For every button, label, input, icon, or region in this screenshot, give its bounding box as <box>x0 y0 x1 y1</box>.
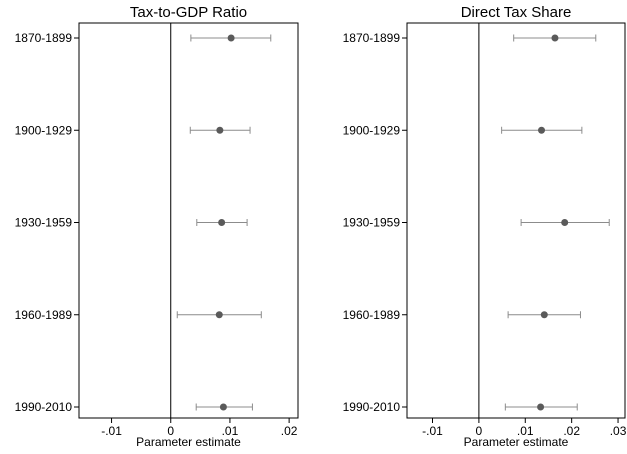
plot-frame <box>79 23 298 418</box>
estimate-point <box>538 127 545 134</box>
estimate-point <box>541 311 548 318</box>
x-tick-label: -.01 <box>101 424 122 438</box>
category-label: 1870-1899 <box>15 31 73 45</box>
x-tick-label: -.01 <box>422 424 443 438</box>
plot-frame <box>407 23 625 418</box>
category-label: 1990-2010 <box>343 400 401 414</box>
panel-title: Direct Tax Share <box>461 4 572 21</box>
category-label: 1900-1929 <box>15 123 73 137</box>
estimate-point <box>220 404 227 411</box>
estimate-point <box>216 127 223 134</box>
estimate-point <box>551 35 558 42</box>
category-label: 1930-1959 <box>343 216 401 230</box>
category-label: 1870-1899 <box>343 31 401 45</box>
x-axis-title: Parameter estimate <box>136 435 241 449</box>
category-label: 1930-1959 <box>15 216 73 230</box>
estimate-point <box>537 404 544 411</box>
category-label: 1900-1929 <box>343 123 401 137</box>
panel-2: Direct Tax Share-.01 0.01.02.03Parameter … <box>343 4 627 449</box>
category-label: 1960-1989 <box>15 308 73 322</box>
category-label: 1960-1989 <box>343 308 401 322</box>
estimate-point <box>216 311 223 318</box>
x-tick-label: .03 <box>610 424 627 438</box>
x-tick-label: .02 <box>281 424 298 438</box>
estimate-point <box>218 219 225 226</box>
estimate-point <box>228 35 235 42</box>
category-label: 1990-2010 <box>15 400 73 414</box>
estimate-point <box>561 219 568 226</box>
x-axis-title: Parameter estimate <box>464 435 569 449</box>
panel-title: Tax-to-GDP Ratio <box>130 4 247 21</box>
